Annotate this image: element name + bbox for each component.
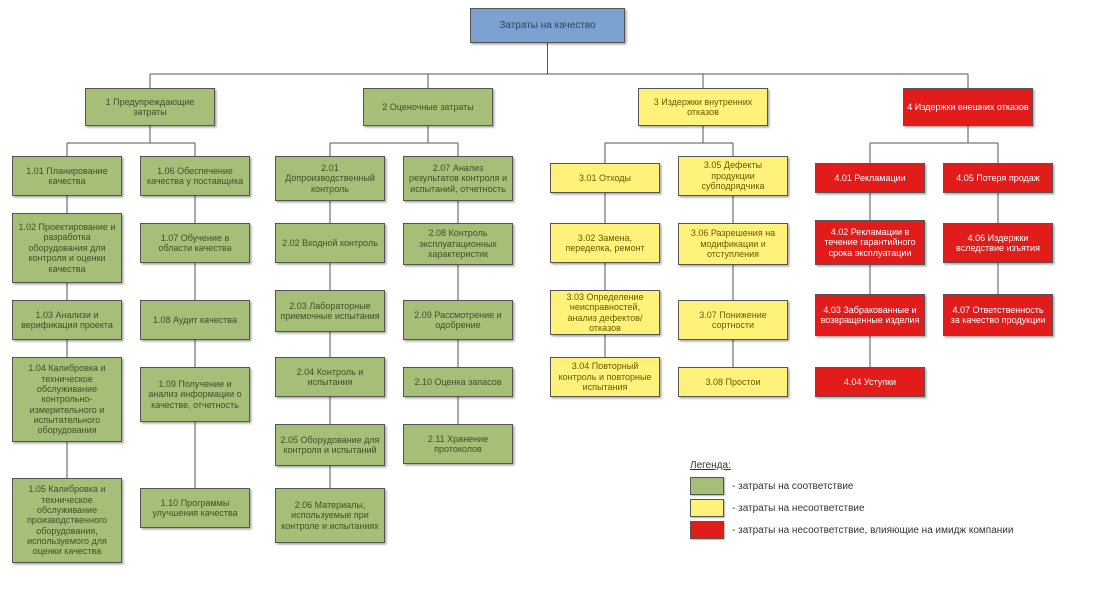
category-c2-header: 2 Оценочные затраты [363, 88, 493, 126]
leaf-node: 4.04 Уступки [815, 367, 925, 397]
leaf-node: 4.02 Рекламации в течение гарантийного с… [815, 220, 925, 265]
category-c3-header: 3 Издержки внутренних отказов [638, 88, 768, 126]
legend: Легенда: - затраты на соответствие- затр… [690, 460, 1013, 543]
leaf-node: 3.03 Определение неисправностей, анализ … [550, 290, 660, 335]
leaf-node: 4.01 Рекламации [815, 163, 925, 193]
legend-swatch [690, 499, 724, 517]
leaf-node: 1.09 Получение и анализ информации о кач… [140, 367, 250, 422]
leaf-node: 4.07 Ответственность за качество продукц… [943, 294, 1053, 336]
leaf-node: 3.01 Отходы [550, 163, 660, 193]
leaf-node: 3.04 Повторный контроль и повторные испы… [550, 357, 660, 397]
leaf-node: 3.02 Замена, переделка, ремонт [550, 223, 660, 263]
legend-swatch [690, 477, 724, 495]
leaf-node: 1.10 Программы улучшения качества [140, 488, 250, 528]
category-c1-header: 1 Предупреждающие затраты [85, 88, 215, 126]
leaf-node: 4.06 Издержки вследствие изъятия [943, 223, 1053, 263]
leaf-node: 1.01 Планирование качества [12, 156, 122, 196]
leaf-node: 2.01 Допроизводственный контроль [275, 156, 385, 201]
legend-text: - затраты на соответствие [732, 481, 853, 492]
leaf-node: 1.02 Проектирование и разработка оборудо… [12, 213, 122, 283]
leaf-node: 1.04 Калибровка и техническое обслуживан… [12, 357, 122, 442]
leaf-node: 4.05 Потеря продаж [943, 163, 1053, 193]
leaf-node: 2.04 Контроль и испытания [275, 357, 385, 397]
leaf-node: 2.11 Хранение протоколов [403, 424, 513, 464]
leaf-node: 2.06 Материалы, используемые при контрол… [275, 488, 385, 543]
leaf-node: 1.03 Анализи и верификация проекта [12, 300, 122, 340]
legend-swatch [690, 521, 724, 539]
root-node: Затраты на качество [470, 8, 625, 43]
leaf-node: 3.05 Дефекты продукции субподрядчика [678, 156, 788, 196]
legend-text: - затраты на несоответствие, влияющие на… [732, 525, 1013, 536]
leaf-node: 2.03 Лабораторные приемочные испытания [275, 290, 385, 332]
legend-row: - затраты на несоответствие [690, 499, 1013, 517]
legend-text: - затраты на несоответствие [732, 503, 865, 514]
leaf-node: 3.08 Простои [678, 367, 788, 397]
legend-row: - затраты на несоответствие, влияющие на… [690, 521, 1013, 539]
legend-title: Легенда: [690, 460, 1013, 471]
leaf-node: 1.08 Аудит качества [140, 300, 250, 340]
leaf-node: 2.08 Контроль эксплуатационных характери… [403, 223, 513, 265]
leaf-node: 3.06 Разрешения на модификации и отступл… [678, 223, 788, 265]
leaf-node: 1.06 Обеспечение качества у поставщика [140, 156, 250, 196]
leaf-node: 2.10 Оценка запасов [403, 367, 513, 397]
legend-row: - затраты на соответствие [690, 477, 1013, 495]
category-c4-header: 4 Издержки внешних отказов [903, 88, 1033, 126]
leaf-node: 1.07 Обучение в области качества [140, 223, 250, 263]
root-label: Затраты на качество [499, 20, 595, 32]
leaf-node: 2.09 Рассмотрение и одобрение [403, 300, 513, 340]
leaf-node: 2.07 Анализ результатов контроля и испыт… [403, 156, 513, 201]
leaf-node: 2.05 Оборудование для контроля и испытан… [275, 424, 385, 466]
leaf-node: 3.07 Понижение сортности [678, 300, 788, 340]
leaf-node: 2.02 Входной контроль [275, 223, 385, 263]
legend-items: - затраты на соответствие - затраты на не… [690, 477, 1013, 539]
leaf-node: 1.05 Калибровка и техническое обслуживан… [12, 478, 122, 563]
leaf-node: 4.03 Забракованные и возвращенные издели… [815, 294, 925, 336]
